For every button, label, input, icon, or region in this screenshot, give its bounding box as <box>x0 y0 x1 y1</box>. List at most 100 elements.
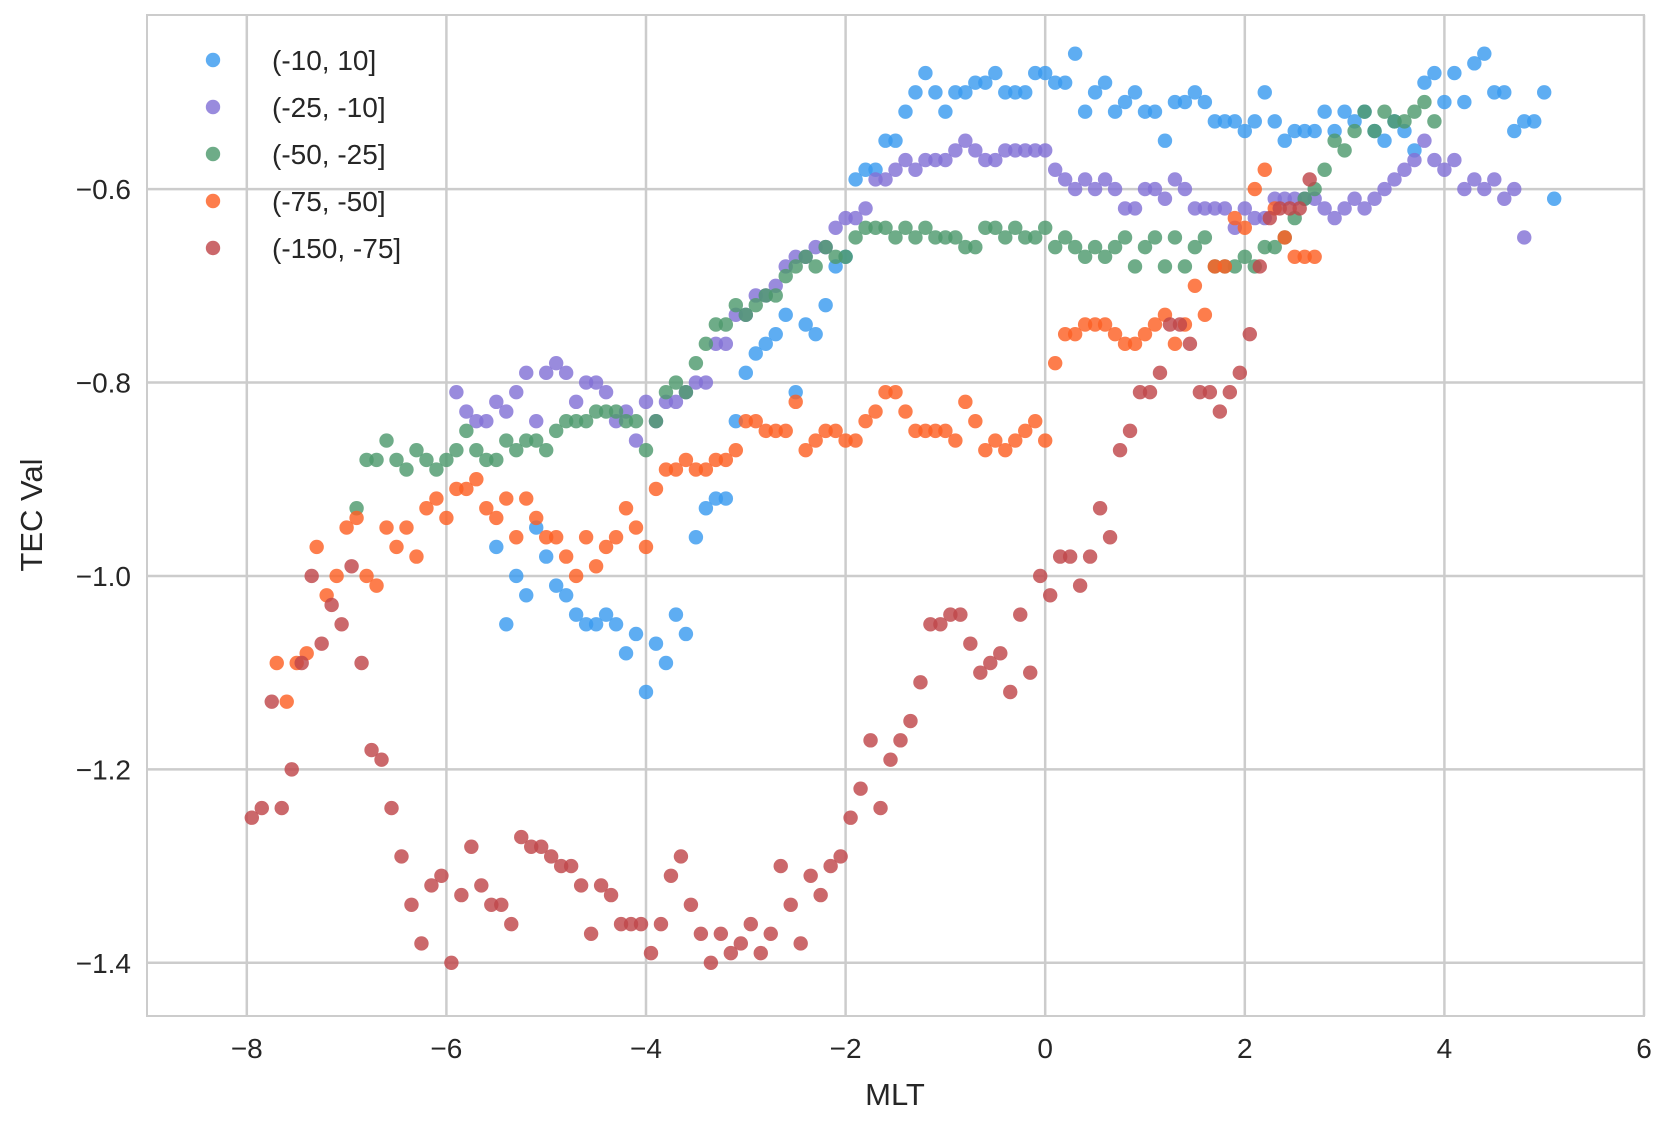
data-point <box>419 501 434 516</box>
data-point <box>1137 239 1153 255</box>
data-point <box>598 384 614 400</box>
data-point <box>369 578 384 593</box>
data-point <box>384 800 399 816</box>
data-point <box>908 162 923 177</box>
data-point <box>848 433 863 448</box>
data-point <box>558 365 574 381</box>
data-point <box>1028 65 1043 81</box>
data-point <box>978 220 993 235</box>
data-point <box>1297 249 1312 264</box>
data-point <box>1018 423 1033 439</box>
data-point <box>933 617 948 632</box>
data-point <box>429 462 444 477</box>
data-point <box>409 443 424 458</box>
data-point <box>668 394 684 410</box>
data-point <box>668 462 684 477</box>
data-point <box>578 617 594 632</box>
data-point <box>479 501 494 516</box>
data-point <box>429 491 444 506</box>
data-point <box>1028 143 1043 158</box>
data-point <box>1347 123 1362 139</box>
data-point <box>568 414 584 429</box>
data-point <box>1227 210 1243 226</box>
data-point <box>1152 365 1168 381</box>
data-point <box>608 617 624 632</box>
data-point <box>1237 201 1253 216</box>
data-point <box>539 549 554 564</box>
legend-label: (-10, 10] <box>272 45 376 76</box>
data-point <box>608 530 624 545</box>
x-axis-title: MLT <box>865 1077 925 1112</box>
data-point <box>628 520 644 535</box>
data-point <box>1377 104 1392 119</box>
legend-marker <box>205 240 221 256</box>
x-tick-label: 4 <box>1437 1033 1453 1064</box>
data-point <box>1167 230 1183 245</box>
data-point <box>1337 104 1352 119</box>
x-tick-label: 6 <box>1636 1033 1652 1064</box>
data-point <box>1487 85 1502 100</box>
data-point <box>1207 114 1223 129</box>
data-point <box>868 404 883 419</box>
data-point <box>958 239 973 255</box>
data-point <box>1147 181 1163 197</box>
data-point <box>354 655 369 671</box>
data-point <box>848 210 863 226</box>
data-point <box>1487 172 1502 187</box>
data-point <box>608 404 624 419</box>
data-point <box>688 355 704 371</box>
data-point <box>1023 665 1038 680</box>
data-point <box>908 423 923 439</box>
data-point <box>1072 578 1088 593</box>
plot-area-frame <box>146 14 1645 1017</box>
legend-label: (-50, -25] <box>272 139 386 170</box>
data-point <box>1477 46 1492 61</box>
data-point <box>798 249 813 264</box>
data-point <box>1187 239 1203 255</box>
data-point <box>978 443 993 458</box>
data-point <box>968 75 983 90</box>
data-point <box>588 375 604 390</box>
data-point <box>698 375 714 390</box>
data-point <box>658 655 674 671</box>
data-point <box>798 443 813 458</box>
data-point <box>878 133 893 148</box>
data-point <box>1167 336 1183 352</box>
data-point <box>344 559 359 574</box>
data-point <box>1127 85 1143 100</box>
data-point <box>988 433 1003 448</box>
data-point <box>1257 162 1272 177</box>
data-point <box>1142 384 1158 400</box>
data-point <box>573 878 589 893</box>
data-point <box>783 897 798 912</box>
data-point <box>459 404 474 419</box>
data-point <box>1092 501 1108 516</box>
data-point <box>1047 239 1063 255</box>
data-point <box>349 510 364 526</box>
data-point <box>469 414 484 429</box>
data-point <box>539 365 554 381</box>
data-point <box>543 849 559 864</box>
data-point <box>598 404 614 419</box>
data-point <box>898 152 913 168</box>
data-point <box>798 317 813 332</box>
data-point <box>738 414 753 429</box>
data-point <box>848 172 863 187</box>
data-point <box>1067 326 1083 342</box>
data-point <box>883 752 898 767</box>
data-point <box>1057 326 1073 342</box>
data-point <box>1387 172 1402 187</box>
data-point <box>778 307 793 323</box>
data-point <box>1077 104 1093 119</box>
data-point <box>688 375 704 390</box>
data-point <box>499 433 514 448</box>
data-point <box>1047 355 1063 371</box>
data-point <box>698 336 714 352</box>
data-point <box>583 926 599 941</box>
data-point <box>748 297 763 313</box>
data-point <box>339 520 354 535</box>
data-point <box>948 433 963 448</box>
data-point <box>1157 259 1173 274</box>
data-point <box>1202 384 1218 400</box>
data-point <box>1517 114 1532 129</box>
